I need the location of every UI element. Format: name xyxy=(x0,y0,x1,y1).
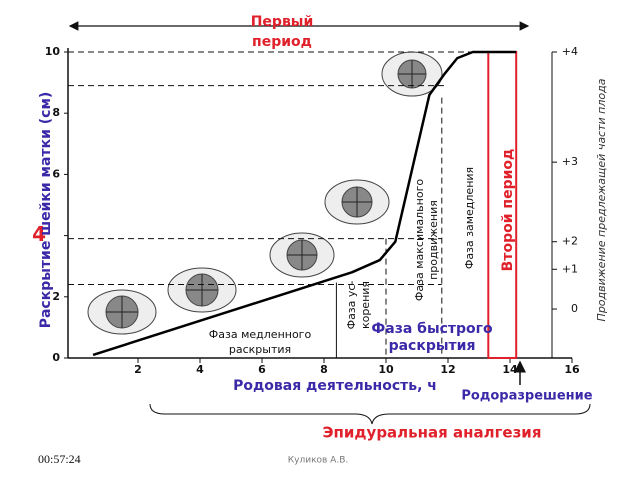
y-axis-label: Раскрытие шейки матки (см) xyxy=(38,92,54,329)
x-tick-label: 14 xyxy=(502,363,518,376)
x-axis-label: Родовая деятельность, ч xyxy=(233,378,437,394)
x-tick-label: 12 xyxy=(440,363,455,376)
x-tick-label: 4 xyxy=(196,363,204,376)
phase-label: Фаза быстрого xyxy=(371,321,493,337)
delivery-label: Родоразрешение xyxy=(461,389,592,404)
phase-label: раскрытия xyxy=(389,338,476,354)
phase-label: корения xyxy=(359,281,372,329)
y-tick-label: 0 xyxy=(52,351,60,364)
phase-label: Фаза замедления xyxy=(463,167,476,269)
y-tick-label: 10 xyxy=(45,45,61,58)
chart-title: период xyxy=(252,34,312,50)
x-tick-label: 10 xyxy=(378,363,394,376)
footer-author: Куликов А.В. xyxy=(288,456,348,466)
x-tick-label: 2 xyxy=(134,363,142,376)
brace xyxy=(149,403,591,425)
y-tick-label: 8 xyxy=(52,106,60,119)
phase-label: Фаза медленного xyxy=(209,328,312,341)
y-tick-label: 6 xyxy=(52,167,60,180)
x-tick-label: 8 xyxy=(320,363,328,376)
x-tick-label: 6 xyxy=(258,363,266,376)
fetal-heads xyxy=(87,51,443,335)
y2-tick-label: 0 xyxy=(571,302,578,315)
y-tick-label: 4 xyxy=(32,222,46,246)
phase-label: продвижения xyxy=(427,200,440,280)
y2-tick-label: +3 xyxy=(562,155,578,168)
y2-tick-label: +2 xyxy=(562,235,578,248)
phase-label: Фаза максимального xyxy=(413,179,426,301)
phase-label: Фаза ус- xyxy=(345,281,358,330)
y2-tick-label: +4 xyxy=(562,45,578,58)
phase-label: раскрытия xyxy=(229,343,291,356)
second-period-label: Второй период xyxy=(500,149,516,272)
chart-title: Первый xyxy=(251,14,314,30)
labor-curve xyxy=(92,50,517,357)
x-tick-label: 16 xyxy=(564,363,580,376)
y2-tick-label: +1 xyxy=(562,262,578,275)
y-tick-label: 2 xyxy=(52,290,60,303)
footer-time: 00:57:24 xyxy=(38,452,81,466)
epidural-label: Эпидуральная аналгезия xyxy=(323,424,542,442)
y2-axis-label: Продвижение предлежащей части плода xyxy=(595,78,608,321)
